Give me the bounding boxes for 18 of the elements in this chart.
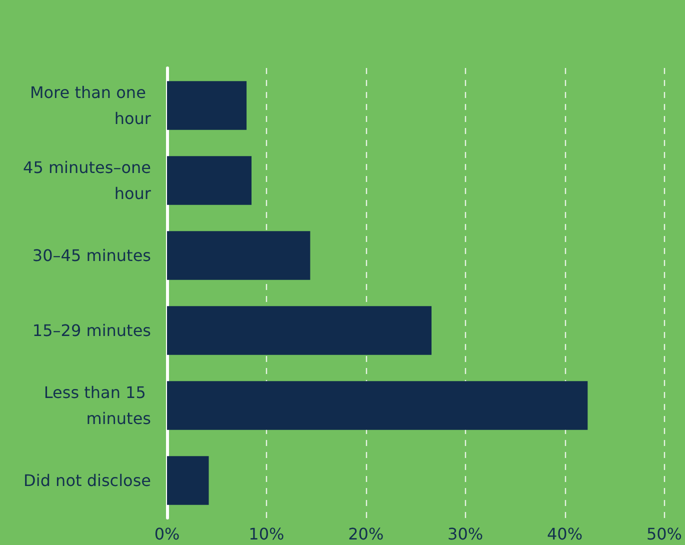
- y-tick-label: More than one hour: [30, 83, 152, 128]
- bar: [167, 306, 432, 355]
- x-tick-label: 20%: [348, 524, 384, 544]
- y-tick-label: 30–45 minutes: [32, 246, 151, 265]
- bar: [167, 156, 252, 205]
- bar: [167, 81, 247, 130]
- y-tick-label: Less than 15 minutes: [44, 383, 151, 428]
- x-tick-label: 10%: [248, 524, 284, 544]
- y-tick-label: 45 minutes–one hour: [23, 158, 152, 203]
- x-tick-label: 0%: [154, 524, 180, 544]
- y-tick-label: 15–29 minutes: [32, 321, 151, 340]
- x-tick-label: 50%: [646, 524, 682, 544]
- bar: [167, 231, 310, 280]
- bar: [167, 456, 209, 505]
- x-tick-label: 30%: [448, 524, 484, 544]
- y-tick-label: Did not disclose: [24, 471, 151, 490]
- bar: [167, 381, 588, 430]
- x-tick-label: 40%: [546, 524, 583, 544]
